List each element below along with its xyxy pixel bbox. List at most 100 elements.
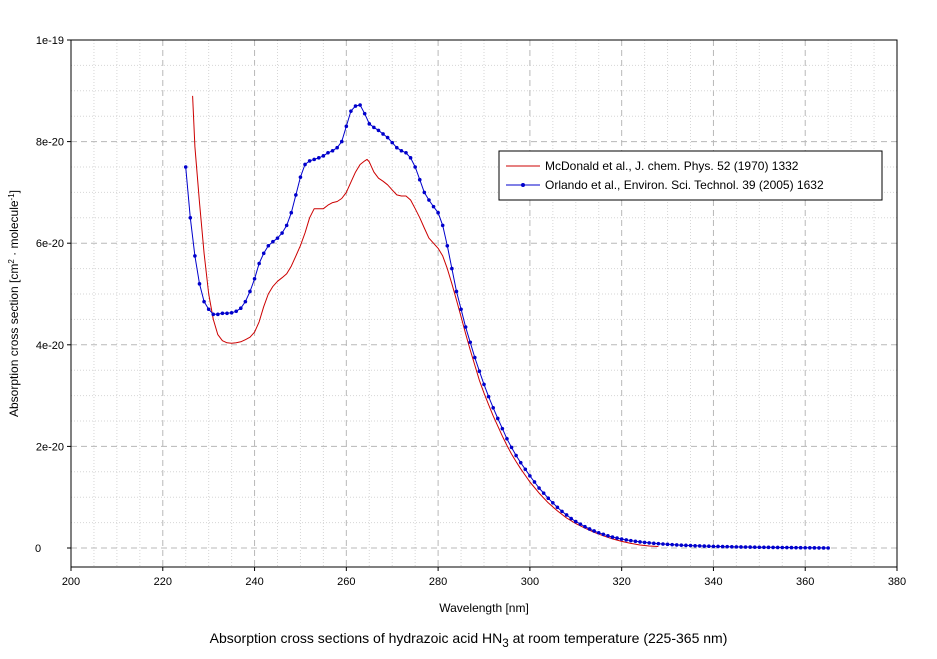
data-point-orlando — [495, 416, 500, 421]
data-point-orlando — [353, 104, 358, 108]
y-axis-title-mid: · molecule — [7, 200, 21, 259]
x-tick-label: 300 — [521, 576, 539, 588]
caption-text: Absorption cross sections of hydrazoic a… — [209, 630, 503, 646]
y-tick-label: 0 — [35, 543, 41, 555]
data-point-orlando — [417, 177, 422, 182]
data-point-orlando — [638, 540, 642, 544]
data-point-orlando — [271, 239, 275, 244]
data-point-orlando — [330, 148, 335, 153]
data-point-orlando — [633, 539, 638, 544]
data-point-orlando — [473, 355, 477, 360]
data-point-orlando — [555, 505, 560, 510]
data-point-orlando — [711, 544, 716, 549]
data-point-orlando — [413, 165, 417, 169]
data-point-orlando — [376, 128, 381, 133]
data-point-orlando — [229, 310, 234, 315]
data-point-orlando — [789, 545, 794, 550]
data-point-orlando — [275, 236, 280, 240]
data-point-orlando — [596, 530, 601, 535]
data-point-orlando — [707, 544, 711, 549]
data-point-orlando — [312, 157, 317, 162]
data-point-orlando — [679, 543, 684, 547]
y-tick-label: 1e-19 — [36, 35, 64, 47]
data-point-orlando — [385, 135, 390, 140]
data-point-orlando — [509, 445, 514, 450]
y-tick-label: 8e-20 — [36, 137, 64, 149]
grid — [71, 40, 897, 567]
data-point-orlando — [220, 311, 225, 316]
data-point-orlando — [578, 522, 583, 526]
y-axis-title: Absorption cross section [cm2 · molecule… — [7, 190, 22, 417]
y-tick-label: 6e-20 — [36, 238, 64, 250]
data-point-orlando — [826, 546, 830, 550]
data-point-orlando — [307, 159, 312, 163]
data-point-orlando — [601, 532, 606, 537]
legend: McDonald et al., J. chem. Phys. 52 (1970… — [498, 150, 883, 201]
x-tick-label: 340 — [704, 576, 722, 588]
data-point-orlando — [684, 543, 688, 548]
data-point-orlando — [656, 541, 661, 546]
data-point-orlando — [335, 145, 339, 150]
data-point-orlando — [730, 544, 734, 549]
y-axis-title-post: ] — [7, 190, 21, 193]
data-point-orlando — [785, 545, 789, 550]
data-point-orlando — [468, 340, 473, 345]
data-point-orlando — [248, 289, 252, 294]
data-point-orlando — [454, 289, 459, 294]
data-point-orlando — [619, 537, 624, 541]
data-point-orlando — [661, 542, 665, 546]
data-point-orlando — [739, 545, 743, 549]
data-point-orlando — [610, 535, 615, 539]
data-point-orlando — [500, 426, 505, 431]
data-point-orlando — [771, 545, 775, 550]
data-point-orlando — [477, 369, 482, 374]
data-point-orlando — [532, 480, 537, 484]
data-point-orlando — [505, 436, 509, 441]
data-point-orlando — [743, 545, 748, 549]
axis-ticks: 200 220 240 260 280 300 320 340 360 380 0 2e-20 4e-2… — [35, 35, 906, 588]
data-point-orlando — [688, 543, 693, 548]
data-point-orlando — [808, 545, 812, 550]
data-point-orlando — [289, 210, 294, 215]
data-point-orlando — [252, 276, 257, 281]
data-point-orlando — [317, 156, 321, 160]
figure-caption: Absorption cross sections of hydrazoic a… — [0, 630, 937, 650]
x-tick-label: 200 — [62, 576, 80, 588]
x-axis-title: Wavelength [nm] — [439, 601, 529, 615]
data-point-orlando — [358, 103, 362, 107]
data-point-orlando — [445, 243, 450, 248]
legend-box — [498, 150, 883, 201]
data-point-orlando — [551, 500, 555, 505]
data-point-orlando — [261, 251, 266, 256]
data-point-orlando — [216, 312, 220, 317]
data-point-orlando — [463, 325, 468, 329]
data-point-orlando — [537, 486, 541, 490]
data-point-orlando — [514, 453, 518, 458]
data-point-orlando — [408, 156, 413, 160]
data-point-orlando — [349, 109, 353, 113]
data-point-orlando — [518, 460, 523, 465]
data-point-orlando — [780, 545, 785, 550]
data-point-orlando — [541, 491, 546, 495]
data-point-orlando — [459, 307, 463, 312]
data-point-orlando — [523, 467, 528, 472]
data-point-orlando — [266, 243, 271, 248]
data-point-orlando — [766, 545, 771, 550]
data-point-orlando — [372, 125, 376, 130]
data-point-orlando — [665, 542, 670, 547]
caption-subscript: 3 — [502, 636, 509, 650]
data-point-orlando — [298, 175, 303, 179]
data-point-orlando — [573, 519, 578, 524]
data-point-orlando — [803, 545, 808, 550]
data-point-orlando — [202, 299, 206, 304]
data-point-orlando — [399, 148, 404, 153]
data-point-orlando — [303, 162, 307, 167]
y-axis-title-sup2: -1 — [7, 193, 16, 201]
y-axis-title-pre: Absorption cross section [cm — [7, 264, 21, 417]
data-point-orlando — [564, 513, 569, 517]
data-point-orlando — [560, 509, 564, 514]
data-point-orlando — [188, 216, 193, 220]
data-point-orlando — [702, 544, 707, 548]
data-point-orlando — [670, 542, 674, 547]
data-point-orlando — [183, 165, 188, 169]
